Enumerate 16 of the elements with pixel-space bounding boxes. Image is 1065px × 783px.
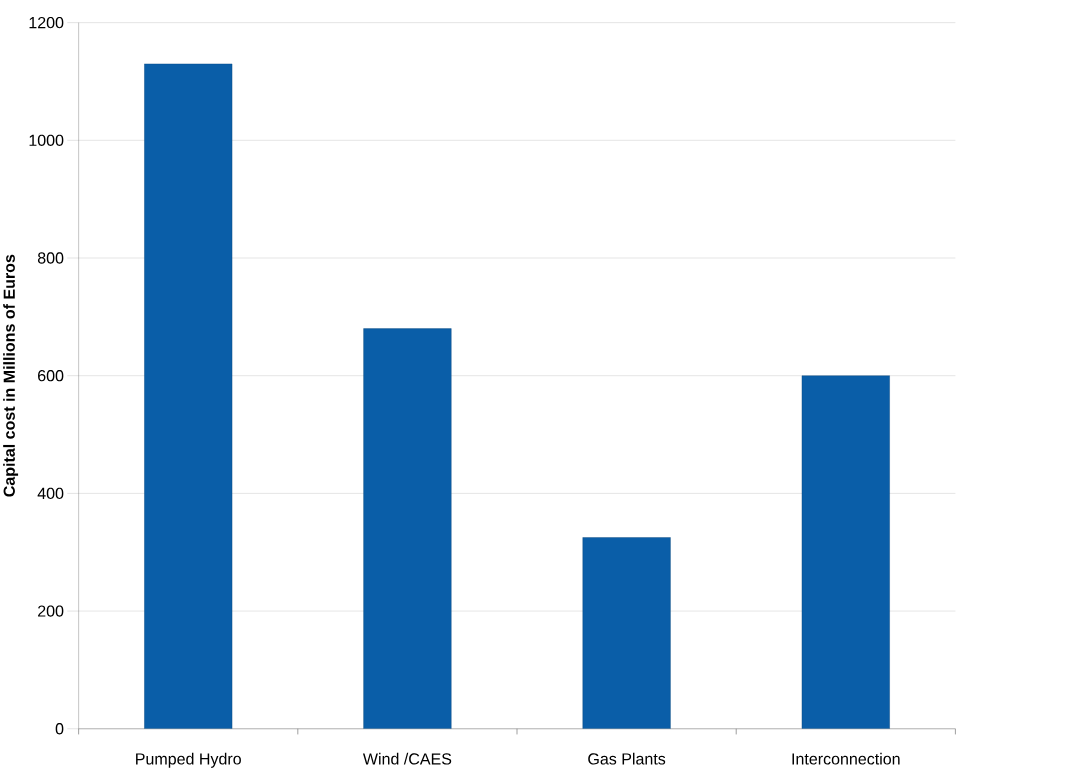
- x-tick-label: Gas Plants: [588, 752, 666, 765]
- y-tick-label: 800: [37, 252, 64, 264]
- bar: [582, 537, 671, 729]
- x-tick-label: Pumped Hydro: [136, 752, 241, 768]
- y-axis-title: Capital cost in Millions of Euros: [3, 254, 19, 497]
- y-tick-label: 200: [38, 605, 64, 617]
- bar: [144, 63, 233, 729]
- y-tick-label: 600: [38, 369, 64, 382]
- bar: [363, 328, 452, 729]
- y-tick-label: 1200: [29, 16, 64, 29]
- x-tick-label: Interconnection: [792, 752, 900, 765]
- bar: [801, 375, 890, 729]
- y-tick-label: 0: [55, 722, 64, 735]
- x-tick-label: Wind /CAES: [362, 752, 452, 765]
- y-tick-label: 1000: [29, 134, 64, 146]
- y-tick-label: 400: [37, 487, 64, 499]
